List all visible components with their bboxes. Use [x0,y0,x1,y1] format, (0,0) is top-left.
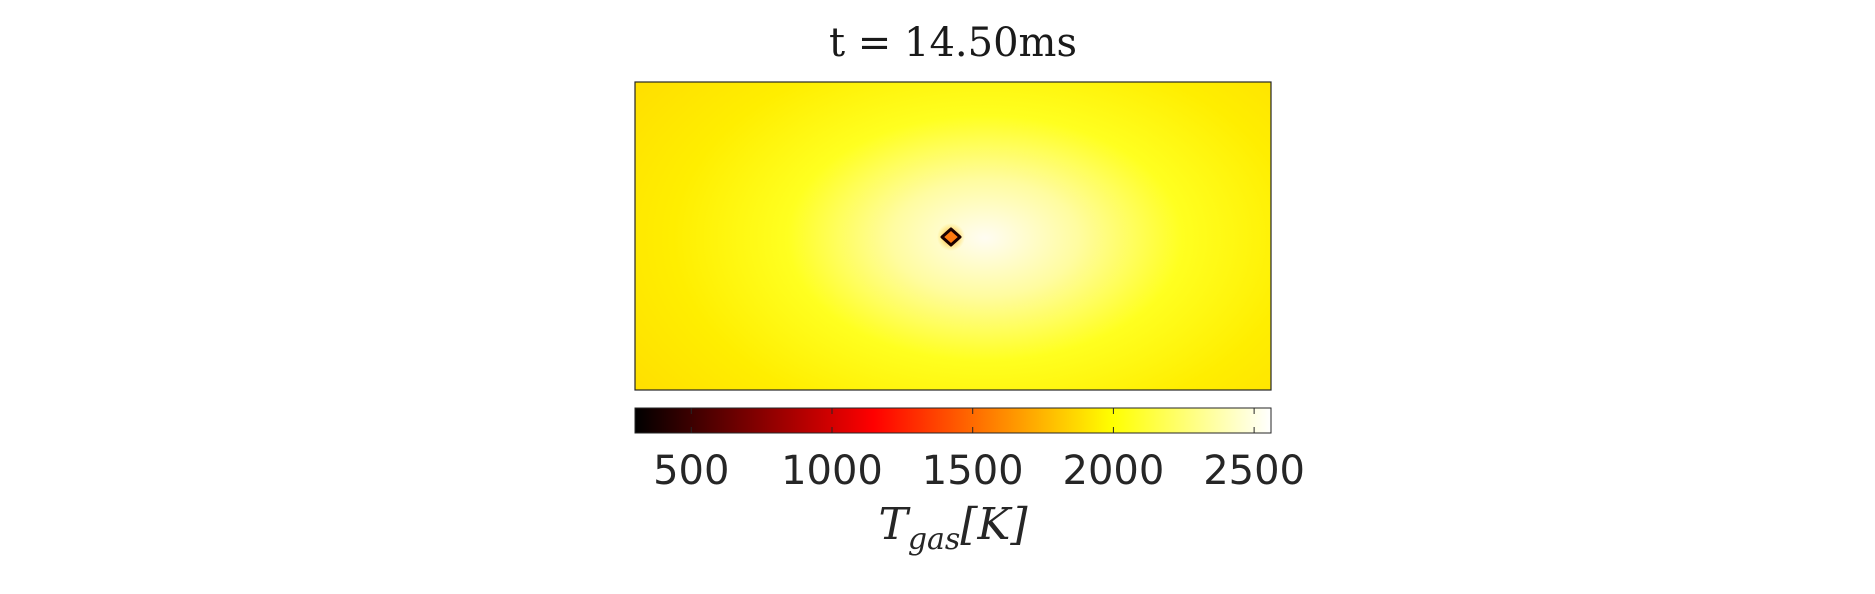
plot-frame [634,81,1272,391]
colorbar-tick-label: 2500 [1203,448,1305,494]
chart-title: t = 14.50ms [829,20,1077,66]
colorbar-tick-label: 500 [653,448,729,494]
colorbar-tick-labels: 500 1000 1500 2000 2500 [653,448,1305,494]
colorbar-tick-label: 1000 [781,448,883,494]
colorbar-gradient [635,408,1271,433]
particle-marker [937,223,965,251]
colorbar-tick-label: 2000 [1063,448,1165,494]
colorbar-tick-label: 1500 [922,448,1024,494]
colorbar-label-unit: [K] [960,499,1028,550]
colorbar-ticks [690,408,1255,433]
colorbar-label-main: T [878,499,911,550]
colorbar: 500 1000 1500 2000 2500 [634,407,1305,494]
colorbar-label: Tgas[K] [878,499,1028,557]
particle-outline [940,227,962,247]
colorbar-label-subscript: gas [908,522,961,557]
colorbar-frame [634,407,1272,434]
